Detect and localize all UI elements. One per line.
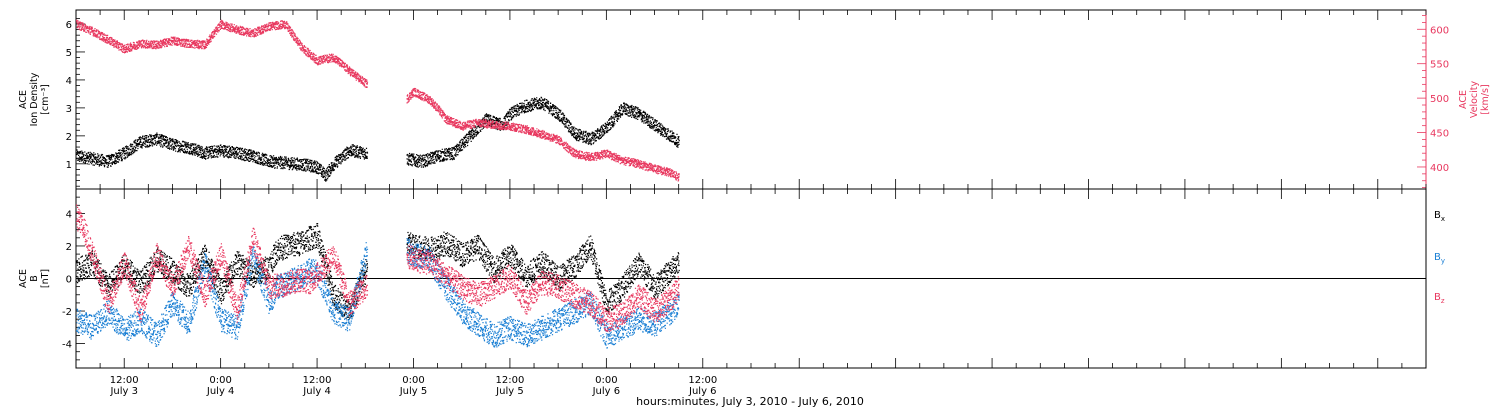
by-series-points (76, 238, 680, 349)
density-axis-title-line: ACE (18, 90, 29, 109)
x-tick-day-label: July 6 (592, 386, 621, 397)
x-tick-time-label: 12:00 (110, 375, 139, 386)
velocity-tick-label: 500 (1430, 94, 1449, 105)
density-tick-label: 3 (66, 104, 72, 115)
b-axis-title-line: ACE (18, 269, 29, 288)
density-series (76, 96, 680, 182)
density-tick-label: 4 (66, 76, 72, 87)
density-tick-label: 5 (66, 48, 72, 59)
velocity-series (76, 19, 680, 182)
b-tick-label: -4 (62, 340, 72, 351)
legend-bz-sub: z (1441, 297, 1445, 305)
density-series-points (76, 96, 680, 182)
legend-by: By (1434, 252, 1445, 265)
x-tick-day-label: July 4 (302, 386, 331, 397)
density-axis-title: ACE Ion Density [cm⁻³] (18, 72, 51, 126)
x-tick-day-label: July 3 (109, 386, 138, 397)
x-tick-day-label: July 5 (399, 386, 428, 397)
velocity-axis-title-line: Velocity (1469, 80, 1480, 118)
density-axis-title-line: Ion Density (29, 72, 40, 126)
bz-series (76, 204, 680, 332)
velocity-axis-title: ACE Velocity [km/s] (1458, 80, 1491, 118)
bz-series-points (76, 204, 680, 332)
density-axis-title-line: [cm⁻³] (40, 84, 51, 115)
density-tick-label: 2 (66, 132, 72, 143)
legend-bx-sub: x (1441, 215, 1445, 223)
b-legend: Bx By Bz (1434, 210, 1445, 305)
legend-bz: Bz (1434, 292, 1445, 305)
x-tick-time-label: 12:00 (496, 375, 525, 386)
density-tick-label: 6 (66, 20, 72, 31)
b-tick-label: 0 (66, 275, 72, 286)
velocity-tick-label: 400 (1430, 163, 1449, 174)
b-axis-title: ACE B [nT] (18, 269, 51, 288)
velocity-tick-label: 600 (1430, 25, 1449, 36)
x-tick-time-label: 0:00 (209, 375, 231, 386)
velocity-tick-label: 550 (1430, 60, 1449, 71)
x-tick-day-label: July 5 (495, 386, 524, 397)
velocity-axis-title-line: [km/s] (1480, 84, 1491, 114)
x-tick-time-label: 0:00 (595, 375, 617, 386)
b-tick-label: 4 (66, 209, 72, 220)
b-tick-label: 2 (66, 242, 72, 253)
x-tick-time-label: 0:00 (402, 375, 424, 386)
legend-bx: Bx (1434, 210, 1445, 223)
legend-by-sub: y (1441, 257, 1445, 265)
x-tick-time-label: 12:00 (303, 375, 332, 386)
x-axis-title: hours:minutes, July 3, 2010 - July 6, 20… (636, 395, 864, 408)
x-tick-day-label: July 6 (688, 386, 717, 397)
b-tick-label: -2 (62, 307, 72, 318)
x-tick-day-label: July 4 (206, 386, 235, 397)
velocity-axis-title-line: ACE (1458, 90, 1469, 109)
x-tick-time-label: 12:00 (688, 375, 717, 386)
b-axis-title-line: B (29, 275, 40, 282)
velocity-tick-label: 450 (1430, 129, 1449, 140)
b-axis-title-line: [nT] (40, 269, 51, 288)
by-series (76, 238, 680, 349)
velocity-series-points (76, 19, 680, 182)
density-tick-label: 1 (66, 160, 72, 171)
